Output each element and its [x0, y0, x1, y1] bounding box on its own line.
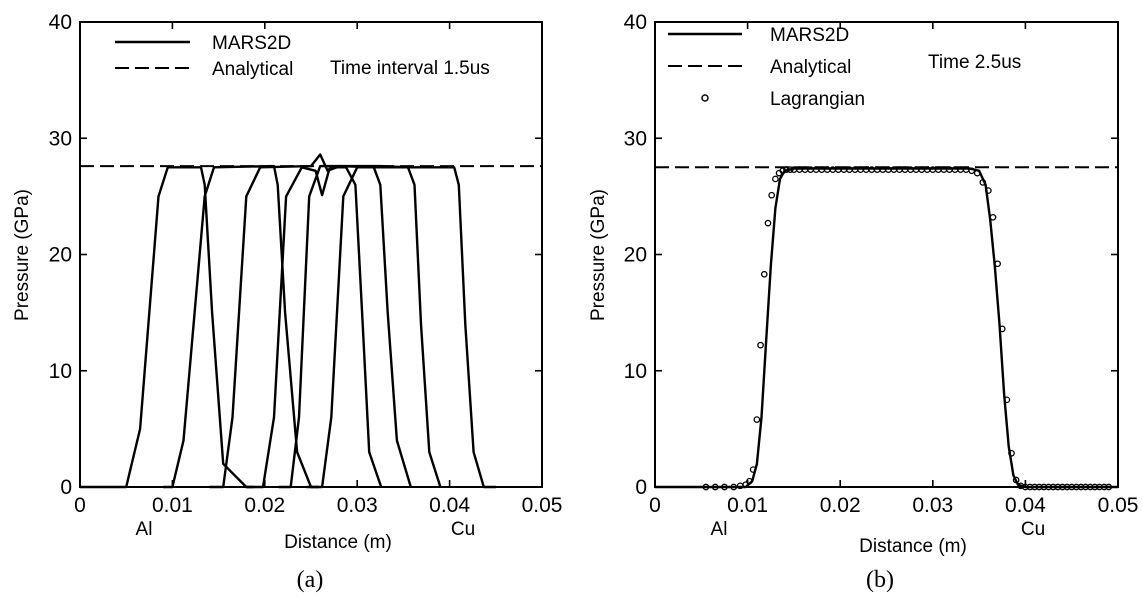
series-line-mars2d-1: [655, 167, 1118, 489]
x-tick-label: 0.03: [337, 494, 378, 517]
y-tick-label: 30: [49, 127, 72, 150]
y-tick-label: 30: [624, 127, 647, 150]
panel-caption: (b): [866, 567, 894, 593]
data-point-lagrangian: [1054, 483, 1062, 491]
data-point-lagrangian: [1059, 483, 1066, 491]
material-label: Cu: [451, 519, 475, 540]
data-point-lagrangian: [1045, 483, 1052, 491]
data-point-lagrangian: [721, 483, 728, 491]
material-label: Cu: [1021, 519, 1045, 540]
data-point-lagrangian: [1012, 476, 1020, 484]
x-tick-label: 0: [74, 494, 86, 517]
legend-label: MARS2D: [212, 33, 291, 54]
series-line-mars2d-4: [246, 164, 412, 489]
data-point-lagrangian: [757, 341, 764, 349]
data-point-lagrangian: [1031, 483, 1039, 491]
x-tick-label: 0.05: [1098, 494, 1139, 517]
series-line-mars2d-6: [306, 166, 496, 489]
data-point-lagrangian: [1091, 483, 1099, 491]
y-tick-label: 20: [624, 244, 647, 267]
panel-caption: (a): [297, 567, 324, 593]
data-point-lagrangian: [779, 167, 787, 175]
y-tick-label: 20: [49, 244, 72, 267]
x-tick-label: 0.01: [727, 494, 768, 517]
x-tick-label: 0.02: [244, 494, 285, 517]
data-point-lagrangian: [746, 477, 753, 485]
series-line-mars2d-5: [278, 164, 442, 489]
x-tick-label: 0.02: [820, 494, 861, 517]
x-tick-label: 0.04: [429, 494, 470, 517]
data-point-lagrangian: [1072, 483, 1080, 491]
data-point-lagrangian: [749, 466, 757, 473]
x-axis-label: Distance (m): [859, 536, 967, 557]
data-point-lagrangian: [1035, 483, 1043, 491]
plot-frame: [79, 21, 543, 488]
y-tick-label: 40: [624, 11, 647, 34]
material-label: Al: [136, 519, 153, 540]
data-point-lagrangian: [753, 416, 761, 423]
data-point-lagrangian: [994, 260, 1001, 268]
chart-panel-b: 0 0.01 0.02 0.03 0.04 0.05 0 10 20 30 40 MARS2D Anal…: [588, 11, 1138, 593]
x-tick-label: 0.04: [1005, 494, 1046, 517]
data-point-lagrangian: [979, 179, 987, 186]
y-tick-label: 0: [635, 476, 647, 499]
data-point-lagrangian: [998, 325, 1006, 333]
x-tick-label: 0.01: [152, 494, 193, 517]
data-point-lagrangian: [968, 167, 976, 175]
data-point-lagrangian: [1100, 483, 1108, 491]
time-annotation: Time interval 1.5us: [330, 58, 490, 79]
data-point-lagrangian: [973, 169, 981, 177]
y-tick-label: 0: [60, 476, 72, 499]
legend-label: Analytical: [770, 57, 851, 78]
series-line-mars2d-1: [80, 166, 254, 489]
data-point-lagrangian: [783, 166, 790, 173]
data-point-lagrangian: [742, 481, 750, 489]
data-point-lagrangian: [1026, 483, 1034, 491]
data-point-lagrangian: [1096, 483, 1103, 491]
y-axis-label: Pressure (GPa): [12, 189, 33, 321]
data-point-lagrangian: [1063, 483, 1071, 491]
data-point-lagrangian: [1003, 396, 1011, 404]
y-tick-label: 10: [49, 360, 72, 383]
legend-label: Lagrangian: [770, 89, 865, 110]
material-label: Al: [711, 519, 728, 540]
data-point-lagrangian: [760, 270, 768, 278]
legend-label: Analytical: [212, 59, 293, 80]
data-point-lagrangian: [764, 219, 772, 227]
data-point-lagrangian: [772, 175, 779, 183]
data-point-lagrangian: [1105, 483, 1113, 491]
chart-panel-a: 0 0.01 0.02 0.03 0.04 0.05 0 10 20 30 40 MARS2D Anal…: [12, 11, 562, 593]
legend-label: MARS2D: [770, 25, 849, 46]
data-point-lagrangian: [989, 213, 997, 221]
data-point-lagrangian: [711, 483, 719, 491]
data-point-lagrangian: [1068, 483, 1076, 491]
x-tick-label: 0.05: [522, 494, 563, 517]
series-line-mars2d-2: [163, 164, 319, 489]
time-annotation: Time 2.5us: [928, 52, 1021, 73]
series-line-mars2d-3: [209, 153, 383, 489]
x-tick-label: 0: [649, 494, 661, 517]
y-tick-label: 40: [49, 11, 72, 34]
legend-swatch-lagrangian: [701, 94, 709, 102]
data-point-lagrangian: [1040, 483, 1048, 491]
data-point-lagrangian: [1049, 483, 1057, 491]
data-point-lagrangian: [1082, 483, 1089, 491]
data-point-lagrangian: [1022, 483, 1029, 491]
data-point-lagrangian: [985, 187, 992, 194]
data-point-lagrangian: [730, 483, 738, 491]
y-tick-label: 10: [624, 360, 647, 383]
data-point-lagrangian: [1077, 483, 1085, 491]
y-axis-label: Pressure (GPa): [588, 189, 609, 321]
data-point-lagrangian: [786, 166, 794, 173]
data-point-lagrangian: [702, 483, 710, 491]
data-point-lagrangian: [1086, 483, 1094, 491]
x-axis-label: Distance (m): [284, 532, 392, 553]
x-tick-label: 0.03: [912, 494, 953, 517]
plot-frame: [654, 21, 1119, 488]
data-point-lagrangian: [1008, 449, 1015, 457]
data-point-lagrangian: [768, 191, 776, 199]
